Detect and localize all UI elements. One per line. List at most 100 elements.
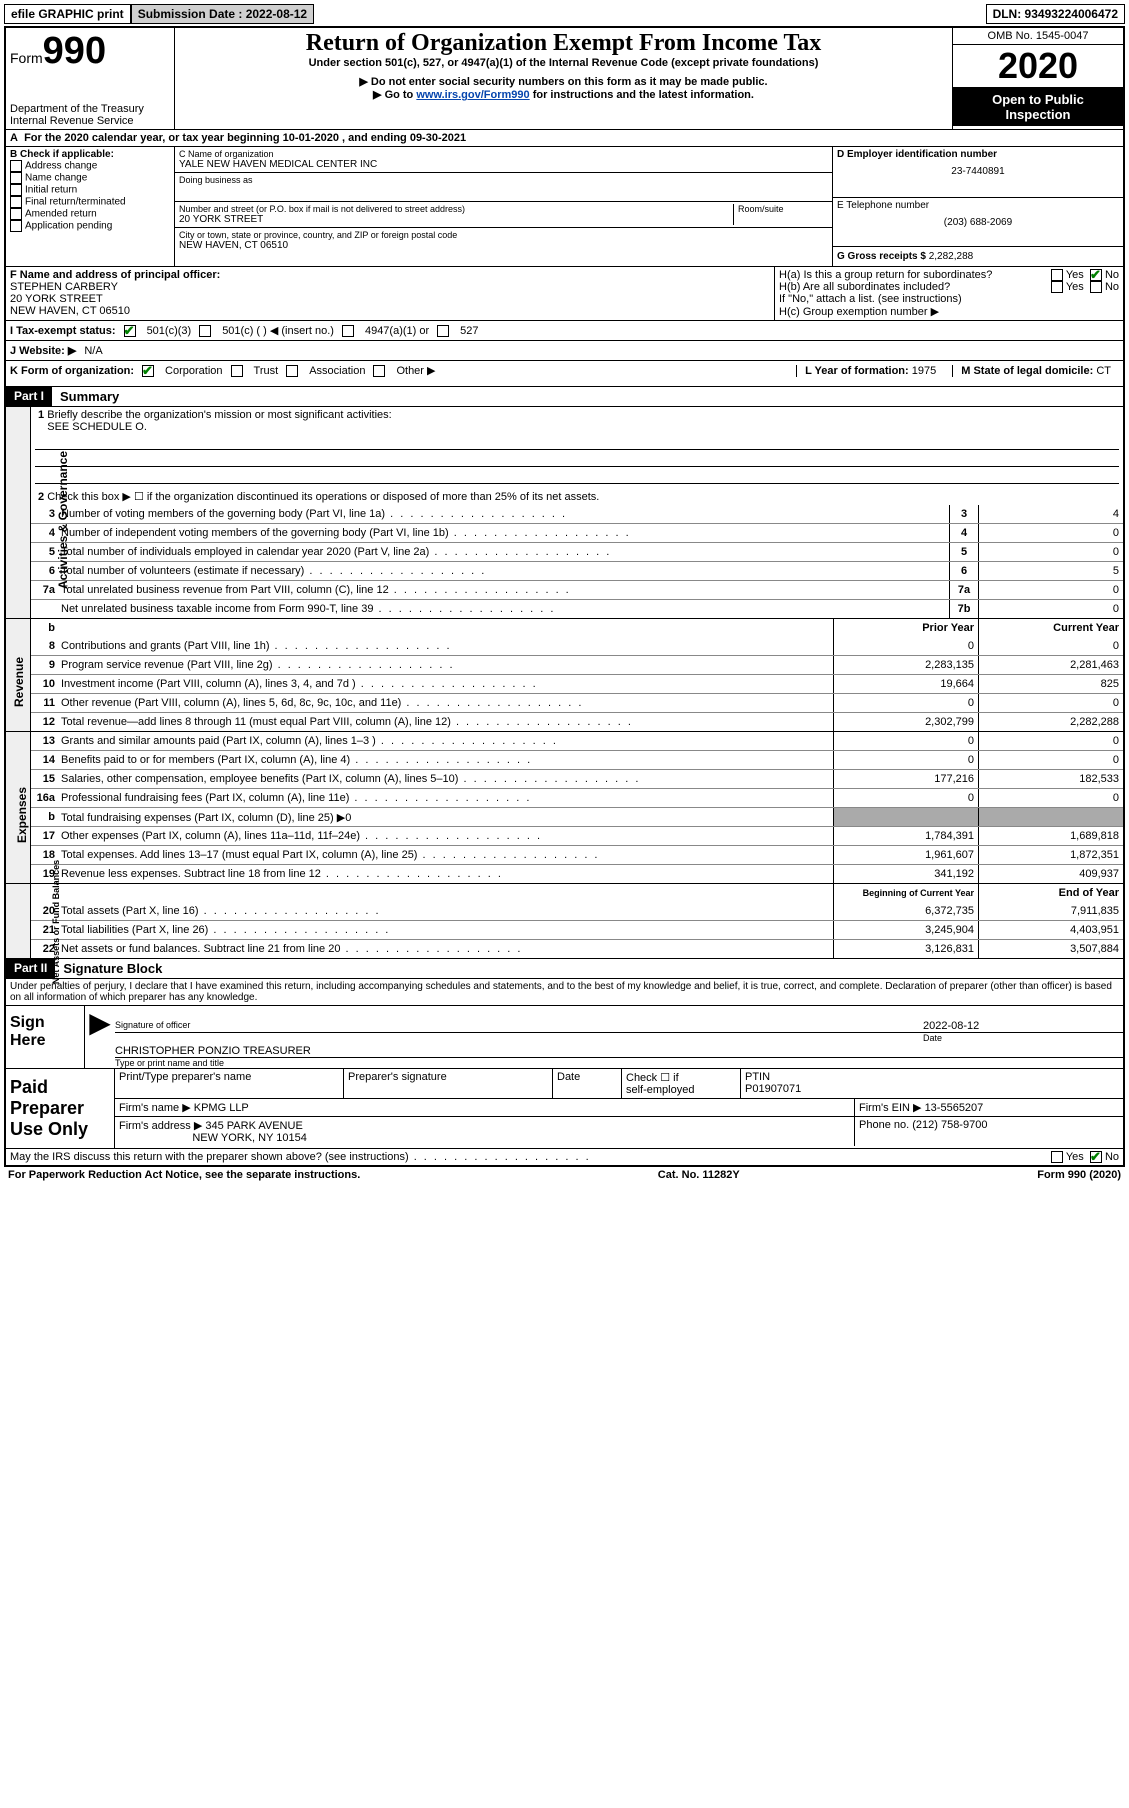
c-name-cell: C Name of organization YALE NEW HAVEN ME… <box>175 147 832 173</box>
data-line: 19 Revenue less expenses. Subtract line … <box>31 864 1123 883</box>
date-label: Date <box>923 1033 1123 1043</box>
cb-initial[interactable]: Initial return <box>10 184 170 196</box>
prep-self-h: Check ☐ ifself-employed <box>622 1069 741 1099</box>
gov-line: 4 Number of independent voting members o… <box>31 523 1123 542</box>
discuss-no[interactable] <box>1090 1151 1102 1163</box>
line-a: A For the 2020 calendar year, or tax yea… <box>6 129 1123 146</box>
col-headers: b Prior Year Current Year <box>31 619 1123 637</box>
firm-addr-cell: Firm's address ▶ 345 PARK AVENUE NEW YOR… <box>115 1117 855 1146</box>
part2-header-row: Part II Signature Block <box>6 958 1123 978</box>
dept-irs: Internal Revenue Service <box>10 115 170 127</box>
data-line: 12 Total revenue—add lines 8 through 11 … <box>31 712 1123 731</box>
hb-yes[interactable] <box>1051 281 1063 293</box>
ein: 23-7440891 <box>837 166 1119 177</box>
form-title: Return of Organization Exempt From Incom… <box>179 30 948 57</box>
firm-name-cell: Firm's name ▶ KPMG LLP <box>115 1099 855 1117</box>
cb-527[interactable] <box>437 325 449 337</box>
part1-title: Summary <box>52 387 127 406</box>
officer-name: STEPHEN CARBERY <box>10 281 770 293</box>
line-k-l-m: K Form of organization: Corporation Trus… <box>6 360 1123 380</box>
prep-name-h: Print/Type preparer's name <box>115 1069 344 1099</box>
sign-arrow-icon: ▶ <box>85 1006 115 1068</box>
data-line: 10 Investment income (Part VIII, column … <box>31 674 1123 693</box>
cb-name[interactable]: Name change <box>10 172 170 184</box>
dln-label: DLN: 93493224006472 <box>986 4 1125 24</box>
revenue-block: Revenue b Prior Year Current Year 8 Cont… <box>6 618 1123 731</box>
ha-no[interactable] <box>1090 269 1102 281</box>
discuss-row: May the IRS discuss this return with the… <box>6 1148 1123 1165</box>
expenses-block: Expenses 13 Grants and similar amounts p… <box>6 731 1123 883</box>
firm-phone-cell: Phone no. (212) 758-9700 <box>855 1117 1123 1146</box>
f-cell: F Name and address of principal officer:… <box>6 267 774 320</box>
side-expenses: Expenses <box>6 732 31 883</box>
sign-block: Sign Here ▶ Signature of officer 2022-08… <box>6 1005 1123 1068</box>
side-netassets: Net Assets or Fund Balances <box>6 884 31 958</box>
omb-number: OMB No. 1545-0047 <box>953 28 1123 45</box>
entity-block: B Check if applicable: Address change Na… <box>6 146 1123 266</box>
gov-line: Net unrelated business taxable income fr… <box>31 599 1123 618</box>
phone: (203) 688-2069 <box>837 217 1119 228</box>
ptin: P01907071 <box>745 1083 801 1095</box>
data-line: 8 Contributions and grants (Part VIII, l… <box>31 637 1123 655</box>
side-governance: Activities & Governance <box>6 407 31 618</box>
cb-amended[interactable]: Amended return <box>10 208 170 220</box>
sign-here-label: Sign Here <box>6 1006 85 1068</box>
data-line: 17 Other expenses (Part IX, column (A), … <box>31 826 1123 845</box>
cb-pending[interactable]: Application pending <box>10 220 170 232</box>
subtitle-1: Under section 501(c), 527, or 4947(a)(1)… <box>179 57 948 69</box>
dept-treasury: Department of the Treasury <box>10 103 170 115</box>
street-address: 20 YORK STREET <box>179 214 733 225</box>
paid-prep-label: Paid Preparer Use Only <box>6 1069 115 1148</box>
top-bar: efile GRAPHIC print Submission Date : 20… <box>4 4 1125 24</box>
ha-yes[interactable] <box>1051 269 1063 281</box>
form-ref: Form 990 (2020) <box>1037 1169 1121 1181</box>
data-line: 13 Grants and similar amounts paid (Part… <box>31 732 1123 750</box>
data-line: 14 Benefits paid to or for members (Part… <box>31 750 1123 769</box>
open-public: Open to PublicInspection <box>953 88 1123 126</box>
sig-officer-label: Signature of officer <box>115 1020 923 1032</box>
form-container: Form990 Department of the Treasury Inter… <box>4 26 1125 1167</box>
firm-addr1: 345 PARK AVENUE <box>205 1120 302 1132</box>
subtitle-3: ▶ Go to www.irs.gov/Form990 for instruct… <box>179 88 948 101</box>
cb-final[interactable]: Final return/terminated <box>10 196 170 208</box>
cb-501c3[interactable] <box>124 325 136 337</box>
mission-text: SEE SCHEDULE O. <box>47 421 147 433</box>
name-title-label: Type or print name and title <box>115 1058 1123 1068</box>
side-revenue: Revenue <box>6 619 31 731</box>
cb-assoc[interactable] <box>286 365 298 377</box>
data-line: 15 Salaries, other compensation, employe… <box>31 769 1123 788</box>
line-j: J Website: ▶ N/A <box>6 340 1123 360</box>
d-cell: D Employer identification number 23-7440… <box>833 147 1123 198</box>
part1-badge: Part I <box>6 387 52 406</box>
efile-label: efile GRAPHIC print <box>4 4 131 24</box>
net-col-headers: Beginning of Current Year End of Year <box>31 884 1123 902</box>
netassets-block: Net Assets or Fund Balances Beginning of… <box>6 883 1123 958</box>
prep-sig-h: Preparer's signature <box>344 1069 553 1099</box>
data-line: 16a Professional fundraising fees (Part … <box>31 788 1123 807</box>
firm-phone: (212) 758-9700 <box>912 1119 987 1131</box>
prep-ptin-cell: PTINP01907071 <box>741 1069 1123 1099</box>
cat-no: Cat. No. 11282Y <box>658 1169 740 1181</box>
cb-address[interactable]: Address change <box>10 160 170 172</box>
b-label: B Check if applicable: <box>10 149 170 160</box>
q1: 1 Briefly describe the organization's mi… <box>31 407 1123 488</box>
org-name: YALE NEW HAVEN MEDICAL CENTER INC <box>179 159 828 170</box>
form990-link[interactable]: www.irs.gov/Form990 <box>416 89 529 101</box>
room-label: Room/suite <box>738 204 828 214</box>
year-formation: 1975 <box>912 365 936 377</box>
line-i: I Tax-exempt status: 501(c)(3) 501(c) ( … <box>6 320 1123 340</box>
cb-other[interactable] <box>373 365 385 377</box>
part2-badge: Part II <box>6 959 55 978</box>
subtitle-2: ▶ Do not enter social security numbers o… <box>179 75 948 88</box>
tax-year: 2020 <box>953 45 1123 88</box>
discuss-yes[interactable] <box>1051 1151 1063 1163</box>
cb-4947[interactable] <box>342 325 354 337</box>
part1-body: Activities & Governance 1 Briefly descri… <box>6 406 1123 618</box>
cb-trust[interactable] <box>231 365 243 377</box>
cb-501c[interactable] <box>199 325 211 337</box>
city-cell: City or town, state or province, country… <box>175 228 832 253</box>
cb-corp[interactable] <box>142 365 154 377</box>
data-line: 9 Program service revenue (Part VIII, li… <box>31 655 1123 674</box>
data-line: 22 Net assets or fund balances. Subtract… <box>31 939 1123 958</box>
data-line: 20 Total assets (Part X, line 16) 6,372,… <box>31 902 1123 920</box>
